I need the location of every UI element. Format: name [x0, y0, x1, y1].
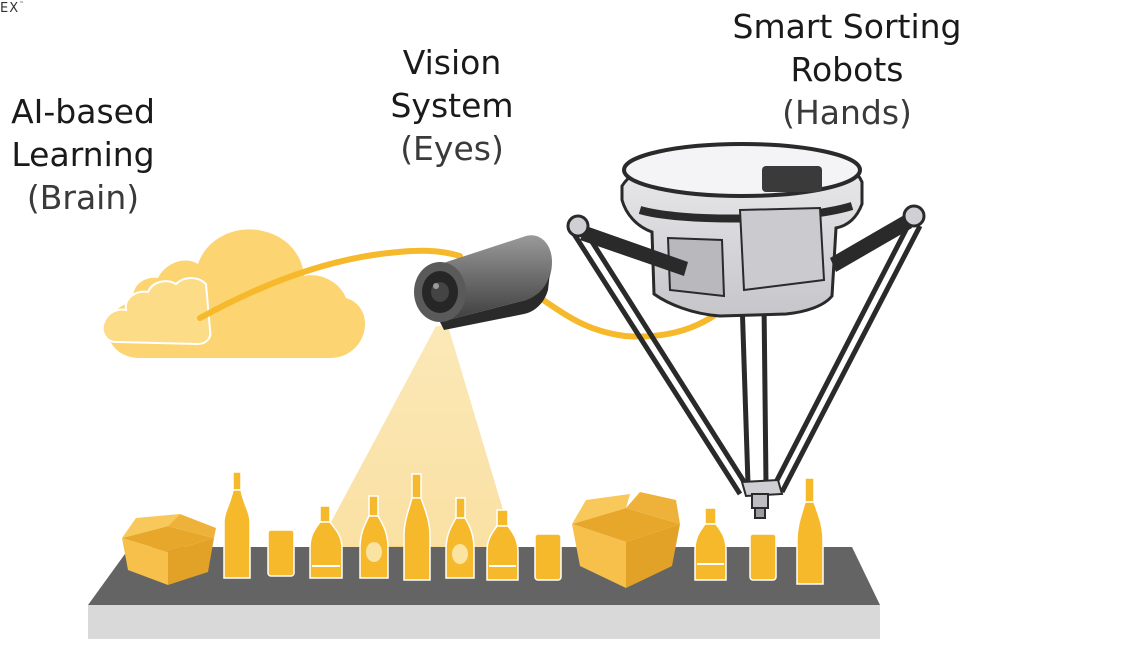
- label-eyes-line3: (Eyes): [400, 129, 504, 168]
- data-cable-cloud: [197, 247, 463, 321]
- label-brain-line3: (Brain): [26, 178, 140, 217]
- bottle-icon: [223, 471, 251, 579]
- camera-icon: [414, 235, 552, 330]
- label-brain-line1: AI-based: [11, 92, 155, 131]
- label-hands-line1: Smart Sorting: [732, 7, 962, 46]
- can-icon: [267, 529, 295, 577]
- logo-mark: EX™: [0, 1, 25, 16]
- bottle-icon: [445, 497, 475, 579]
- can-icon: [749, 533, 777, 581]
- bottle-icon: [359, 495, 389, 579]
- bottle-icon: [694, 507, 727, 581]
- label-eyes-line1: Vision: [402, 43, 502, 82]
- label-hands-line2: Robots: [790, 50, 904, 89]
- open-box-icon: [122, 514, 216, 585]
- bottle-icon: [486, 509, 519, 581]
- label-sorting-robots: Smart Sorting Robots (Hands): [716, 5, 978, 134]
- open-box-icon: [572, 492, 680, 588]
- bottle-icon: [796, 477, 824, 585]
- bottle-icon: [403, 473, 431, 581]
- label-brain-line2: Learning: [11, 135, 155, 174]
- label-eyes-line2: System: [390, 86, 514, 125]
- label-vision-system: Vision System (Eyes): [372, 41, 532, 170]
- label-hands-line3: (Hands): [782, 93, 912, 132]
- trademark-symbol: ™: [19, 1, 26, 7]
- bottle-icon: [309, 505, 343, 579]
- can-icon: [534, 533, 562, 581]
- logo-text: EX: [0, 1, 20, 16]
- delta-robot-icon: [566, 142, 926, 519]
- label-ai-learning: AI-based Learning (Brain): [0, 90, 172, 219]
- cloud-icon: [101, 229, 366, 358]
- conveyor-belt-icon: [88, 547, 880, 639]
